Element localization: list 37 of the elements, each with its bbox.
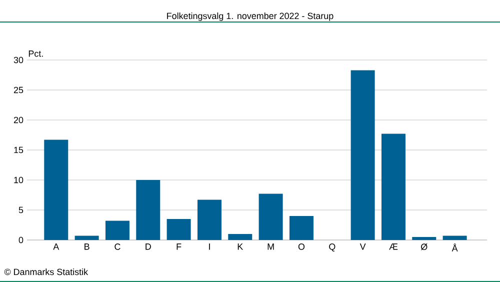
bar (381, 134, 406, 240)
bar (258, 194, 283, 240)
bar (289, 216, 314, 240)
y-tick-label: 30 (14, 56, 24, 64)
x-tick-label: Æ (389, 244, 398, 250)
y-tick-label: 15 (14, 146, 24, 154)
x-tick-label: Ø (420, 244, 428, 250)
y-tick-label: 20 (14, 116, 24, 124)
bar (442, 236, 467, 240)
y-tick-label: 5 (18, 206, 24, 214)
bar (412, 237, 436, 240)
text: © Danmarks Statistik (4, 268, 88, 276)
chart-title: Folketingsvalg 1. november 2022 - Starup (167, 12, 334, 21)
bar (105, 220, 130, 240)
y-tick-label: 0 (18, 236, 24, 244)
x-tick-label: Q (329, 244, 336, 252)
bar (44, 140, 68, 240)
x-tick-label: Å (452, 244, 458, 252)
x-tick-label: I (209, 244, 210, 250)
bar (166, 219, 191, 240)
x-tick-label: O (298, 244, 305, 250)
y-tick-label: 10 (14, 176, 24, 184)
x-tick-label: A (53, 244, 60, 250)
x-tick-label: F (176, 244, 182, 250)
bar (136, 180, 160, 240)
x-tick-label: M (268, 244, 274, 250)
y-axis-title: Pct. (28, 50, 43, 57)
bar (228, 234, 252, 240)
x-tick-label: V (360, 244, 366, 250)
bar (74, 236, 99, 240)
bar (197, 200, 222, 240)
x-tick-label: K (238, 244, 244, 250)
x-tick-label: C (114, 244, 120, 250)
x-tick-label: B (84, 244, 90, 250)
y-tick-label: 25 (14, 86, 24, 94)
bar (350, 70, 375, 240)
x-tick-label: D (146, 244, 151, 250)
